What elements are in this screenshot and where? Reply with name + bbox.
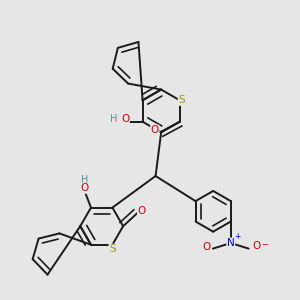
Text: O: O	[80, 183, 88, 193]
Text: S: S	[109, 244, 116, 254]
Text: O: O	[151, 125, 159, 135]
Text: O: O	[202, 242, 210, 252]
Text: S: S	[178, 95, 185, 105]
Text: −: −	[261, 240, 268, 249]
Text: O: O	[138, 206, 146, 216]
Text: O: O	[121, 115, 129, 124]
Text: H: H	[110, 115, 118, 124]
Text: O: O	[253, 241, 261, 250]
Text: N: N	[227, 238, 235, 248]
Text: +: +	[234, 232, 241, 241]
Text: H: H	[81, 175, 88, 185]
